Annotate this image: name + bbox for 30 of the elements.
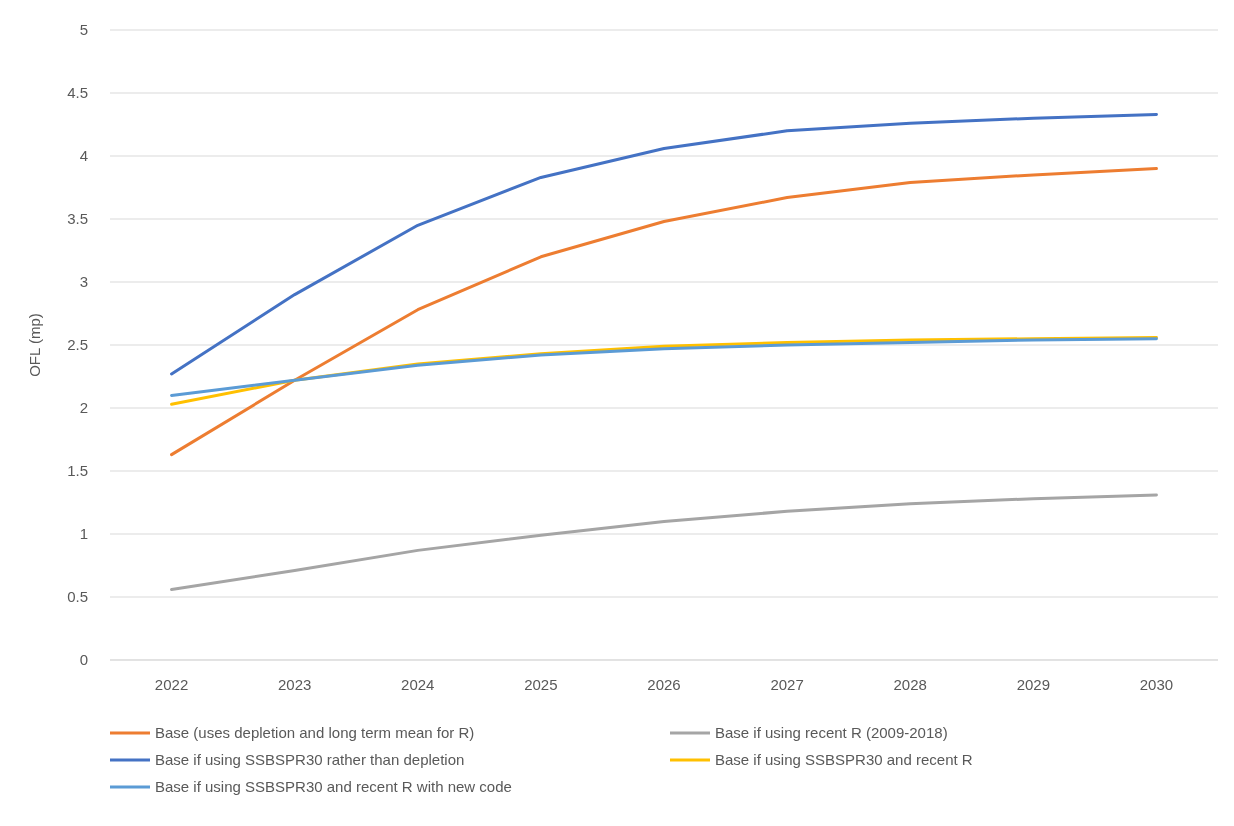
x-tick-label: 2030 [1139,676,1174,693]
y-axis-title: OFL (mp) [26,313,43,377]
y-tick-label: 5 [79,21,88,39]
y-tick-label: 2.5 [67,336,88,354]
legend-label: Base if using SSBSPR30 rather than depletion [155,751,465,769]
y-tick-label: 1 [79,525,88,543]
legend-label: Base if using SSBSPR30 and recent R [715,751,973,769]
legend-label: Base if using recent R (2009-2018) [715,724,948,742]
line-series [170,112,1158,376]
line-series [170,493,1158,591]
y-tick-label: 1.5 [67,462,88,480]
x-tick-label: 2027 [770,676,804,693]
x-tick-label: 2028 [893,676,927,693]
line-series [170,337,1158,397]
x-tick-label: 2029 [1016,676,1051,693]
x-tick-label: 2022 [154,676,189,693]
y-tick-label: 4.5 [67,84,88,102]
x-tick-label: 2025 [524,676,558,693]
x-tick-label: 2024 [401,676,435,693]
y-tick-label: 4 [79,147,88,165]
y-tick-label: 3.5 [67,210,88,228]
y-tick-label: 0.5 [67,588,88,606]
legend-label: Base (uses depletion and long term mean for R) [155,724,475,742]
x-tick-label: 2026 [647,676,681,693]
legend-label: Base if using SSBSPR30 and recent R with new code [155,778,512,796]
y-tick-label: 3 [79,273,88,291]
line-series [170,167,1158,457]
y-tick-label: 2 [79,399,88,417]
y-tick-label: 0 [79,651,88,669]
x-tick-label: 2023 [277,676,312,693]
